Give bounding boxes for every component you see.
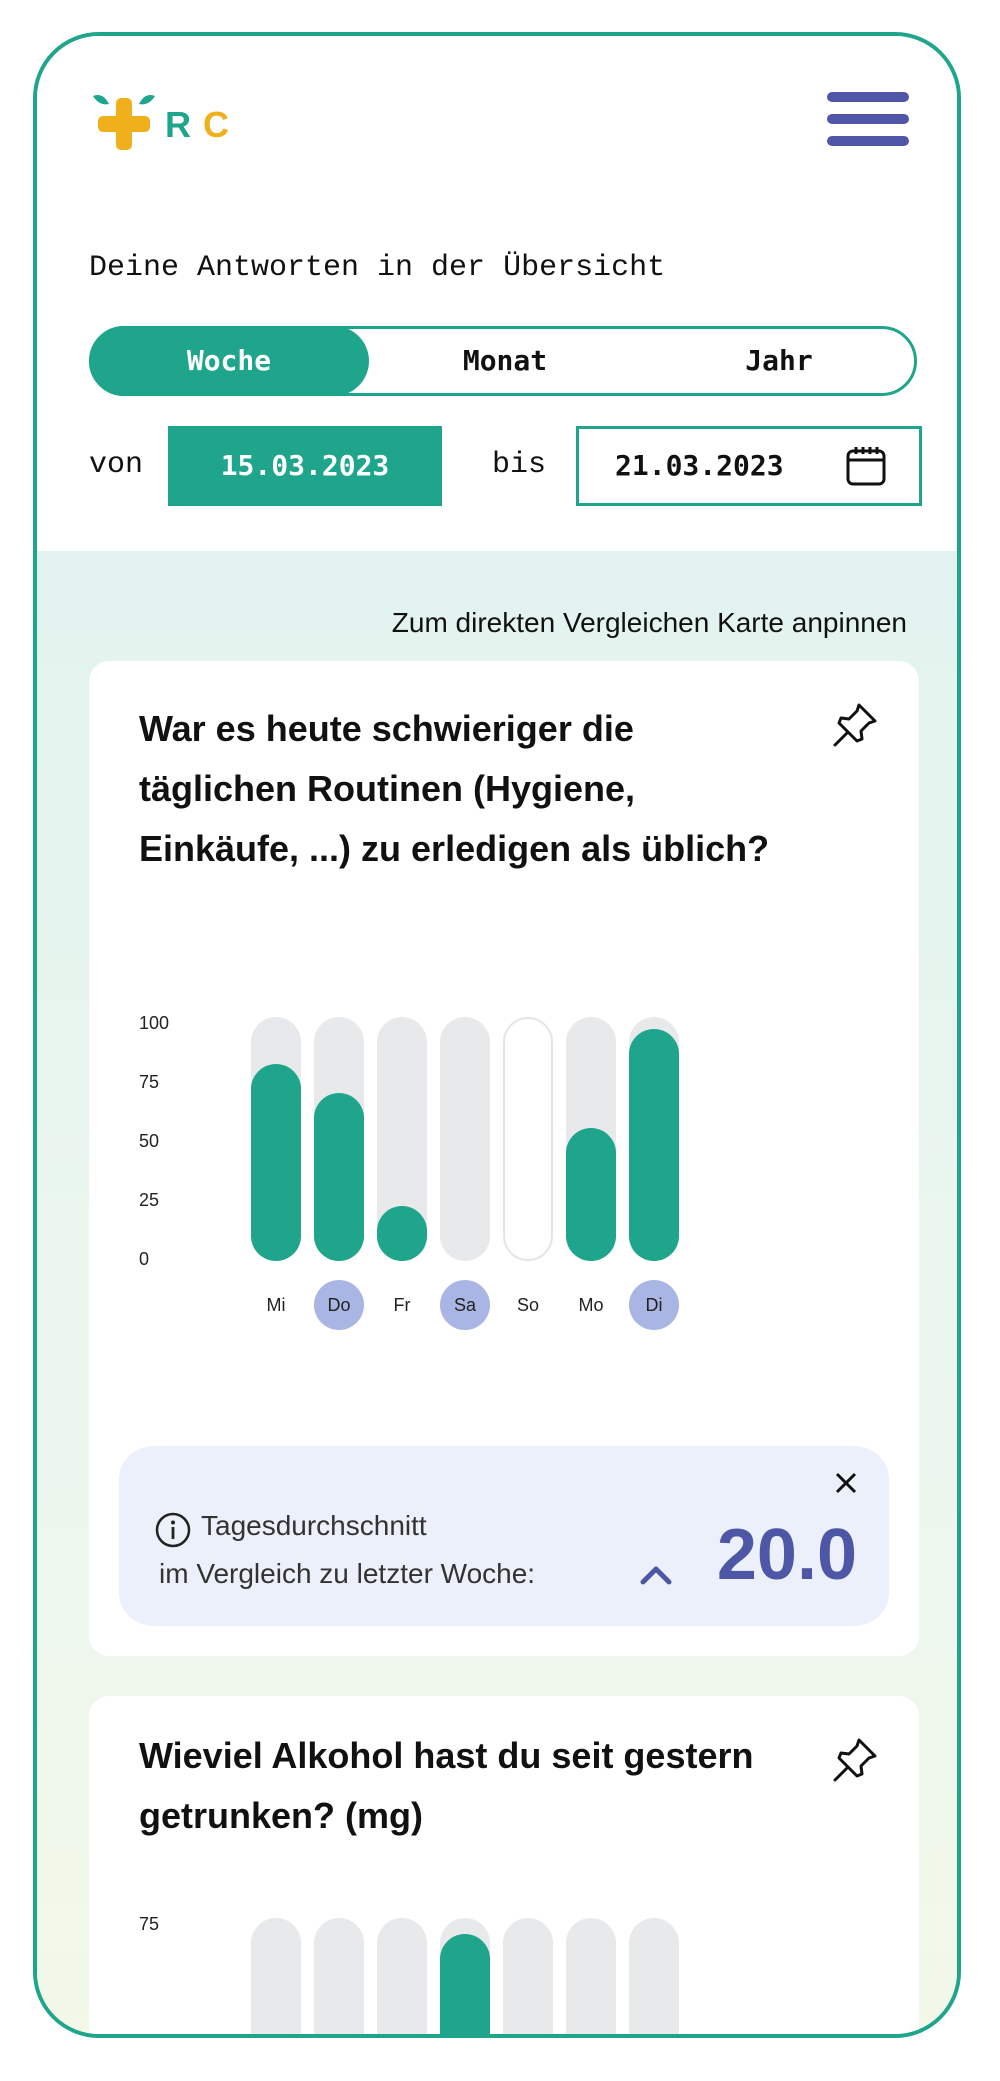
bar-track: [629, 1918, 679, 2034]
day-label-so[interactable]: So: [516, 1295, 540, 1315]
card-question: War es heute schwieriger die täglichen R…: [139, 708, 770, 869]
pin-hint: Zum direkten Vergleichen Karte anpinnen: [391, 607, 907, 638]
info-sublabel: im Vergleich zu letzter Woche:: [159, 1558, 536, 1589]
to-date-field[interactable]: 21.03.2023: [576, 426, 922, 506]
day-label-mi[interactable]: Mi: [266, 1295, 286, 1315]
logo-letter-r: R: [165, 104, 203, 145]
y-tick-label: 25: [139, 1190, 160, 1210]
day-label-di[interactable]: Di: [629, 1280, 679, 1330]
y-tick-label: 75: [139, 1914, 160, 1934]
tab-woche[interactable]: Woche: [89, 326, 369, 396]
day-label-fr[interactable]: Fr: [393, 1295, 411, 1315]
bar-mi[interactable]: [251, 1064, 301, 1261]
cards-area: Zum direkten Vergleichen Karte anpinnen …: [37, 551, 957, 2034]
bar-do[interactable]: [314, 1092, 364, 1261]
logo-text: RC: [165, 104, 241, 146]
bar-track: [503, 1918, 553, 2034]
day-label-mo[interactable]: Mo: [578, 1295, 604, 1315]
bar-sa[interactable]: [440, 1934, 490, 2034]
answers-chart: 100 75 50 25 0 Mi Do Fr Sa So Mo Di: [89, 661, 919, 1421]
bar-di[interactable]: [629, 1028, 679, 1261]
tab-jahr[interactable]: Jahr: [745, 344, 813, 377]
phone-frame: RC Deine Antworten in der Übersicht Woch…: [33, 32, 961, 2038]
bar-mo[interactable]: [566, 1127, 616, 1261]
period-tabs: Woche Monat Jahr: [89, 326, 917, 396]
to-date-value: 21.03.2023: [615, 449, 784, 482]
comparison-value: 20.0: [716, 1515, 857, 1595]
day-label-do[interactable]: Do: [314, 1280, 364, 1330]
to-label: bis: [492, 448, 547, 482]
y-tick-label: 50: [139, 1131, 160, 1151]
date-range: von 15.03.2023 bis 21.03.2023: [89, 426, 922, 506]
logo-cross-icon: [93, 95, 155, 150]
page-title: Deine Antworten in der Übersicht: [89, 251, 666, 285]
app-logo[interactable]: [89, 86, 239, 156]
bar-track: [440, 1017, 490, 1261]
info-icon: [155, 1512, 191, 1548]
answers-chart: 75: [89, 1696, 919, 2034]
calendar-icon[interactable]: [845, 445, 887, 487]
bar-track: [314, 1918, 364, 2034]
header-section: RC Deine Antworten in der Übersicht Woch…: [37, 36, 957, 551]
card-question: Wieviel Alkohol hast du seit gestern get…: [139, 1735, 754, 1836]
close-icon[interactable]: [829, 1466, 863, 1500]
question-card: War es heute schwieriger die täglichen R…: [89, 661, 919, 1656]
from-date-field[interactable]: 15.03.2023: [168, 426, 442, 506]
bar-track: [377, 1918, 427, 2034]
hamburger-menu-icon[interactable]: [827, 86, 909, 152]
tab-monat[interactable]: Monat: [462, 344, 548, 377]
comparison-panel: Tagesdurchschnitt im Vergleich zu letzte…: [119, 1446, 889, 1626]
bar-track: [251, 1918, 301, 2034]
info-label: Tagesdurchschnitt: [201, 1510, 427, 1541]
day-label-sa[interactable]: Sa: [440, 1280, 490, 1330]
trend-up-icon: [640, 1566, 672, 1585]
logo-letter-c: C: [203, 104, 241, 145]
y-tick-label: 0: [139, 1249, 150, 1269]
bar-fr[interactable]: [377, 1205, 427, 1261]
question-card: Wieviel Alkohol hast du seit gestern get…: [89, 1696, 919, 2034]
y-tick-label: 75: [139, 1072, 160, 1092]
y-tick-label: 100: [139, 1013, 170, 1033]
from-label: von: [89, 448, 144, 482]
pin-icon[interactable]: [831, 701, 879, 749]
bar-track: [503, 1017, 553, 1261]
bar-track: [566, 1918, 616, 2034]
pin-icon[interactable]: [831, 1736, 879, 1784]
